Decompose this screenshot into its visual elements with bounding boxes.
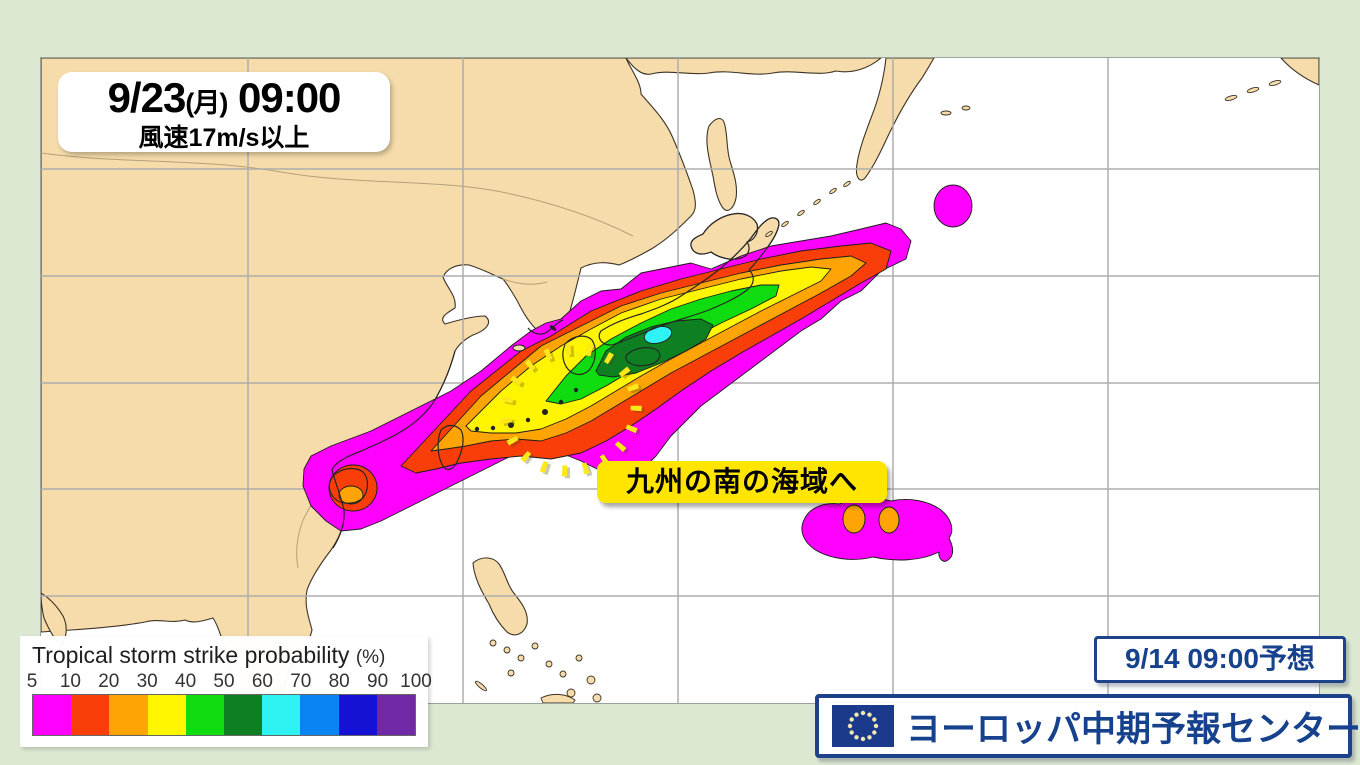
legend-ticks: 5 10 20 30 40 50 60 70 80 90 100 bbox=[27, 671, 432, 694]
legend-color-bar bbox=[32, 694, 416, 736]
legend-tick: 60 bbox=[251, 671, 273, 692]
small-islands bbox=[475, 80, 1282, 703]
valid-datetime: 9/23(月) 09:00 bbox=[107, 74, 342, 121]
legend-tick: 40 bbox=[175, 671, 197, 692]
wind-threshold-label: 風速17m/s以上 bbox=[138, 124, 310, 152]
landmass-kamchatka bbox=[855, 58, 935, 181]
island-jeju bbox=[512, 344, 526, 352]
focus-circle bbox=[500, 343, 645, 479]
source-label: ヨーロッパ中期予報センター bbox=[906, 709, 1360, 749]
contour-20pct-southeast-spot-a bbox=[842, 504, 866, 534]
contour-50pct bbox=[595, 318, 714, 378]
contour-5pct-northeast-blob bbox=[933, 184, 973, 228]
legend-title: Tropical storm strike probability (%) bbox=[32, 642, 386, 668]
legend-tick: 70 bbox=[290, 671, 312, 692]
legend-swatch bbox=[376, 695, 416, 735]
legend-swatch bbox=[224, 695, 263, 735]
legend-swatch bbox=[300, 695, 339, 735]
annotation-label: 九州の南の海域へ bbox=[597, 461, 887, 503]
east-asia-map bbox=[41, 58, 1319, 703]
landmass-layer bbox=[41, 58, 1319, 703]
legend-tick: 80 bbox=[328, 671, 350, 692]
probability-contours bbox=[302, 184, 973, 562]
source-box: ヨーロッパ中期予報センター bbox=[815, 694, 1360, 758]
legend-tick: 10 bbox=[59, 671, 81, 692]
eu-flag-icon bbox=[832, 705, 894, 747]
contour-20pct-hainan-spot bbox=[338, 485, 364, 505]
legend-tick: 5 bbox=[26, 671, 38, 692]
island-sakhalin bbox=[706, 117, 738, 211]
map-frame bbox=[40, 57, 1320, 704]
legend-tick: 50 bbox=[213, 671, 235, 692]
contour-20pct-southeast-spot-b bbox=[878, 506, 900, 534]
legend-swatch bbox=[33, 695, 72, 735]
landmass-okhotsk-coast bbox=[625, 58, 882, 75]
legend-tick: 90 bbox=[367, 671, 389, 692]
contour-60pct bbox=[643, 326, 673, 344]
focus-circle-dashes bbox=[500, 343, 642, 477]
forecast-issued-box: 9/14 09:00予想 bbox=[1094, 636, 1346, 683]
landmass-northeast-corner bbox=[1280, 58, 1319, 86]
legend-tick: 20 bbox=[98, 671, 120, 692]
legend-swatch bbox=[71, 695, 110, 735]
legend-swatch bbox=[262, 695, 301, 735]
legend-swatch bbox=[338, 695, 377, 735]
coastline-overlay bbox=[328, 212, 780, 549]
ryukyu-islands bbox=[474, 325, 579, 432]
contour-5pct-southeast-blob bbox=[801, 497, 954, 562]
legend-tick: 30 bbox=[136, 671, 158, 692]
legend-unit: (%) bbox=[355, 647, 386, 668]
legend-swatch bbox=[147, 695, 186, 735]
legend-tick: 100 bbox=[400, 671, 432, 692]
valid-time-box: 9/23(月) 09:00 風速17m/s以上 bbox=[58, 72, 390, 152]
legend-swatch bbox=[185, 695, 225, 735]
legend-swatch bbox=[109, 695, 148, 735]
